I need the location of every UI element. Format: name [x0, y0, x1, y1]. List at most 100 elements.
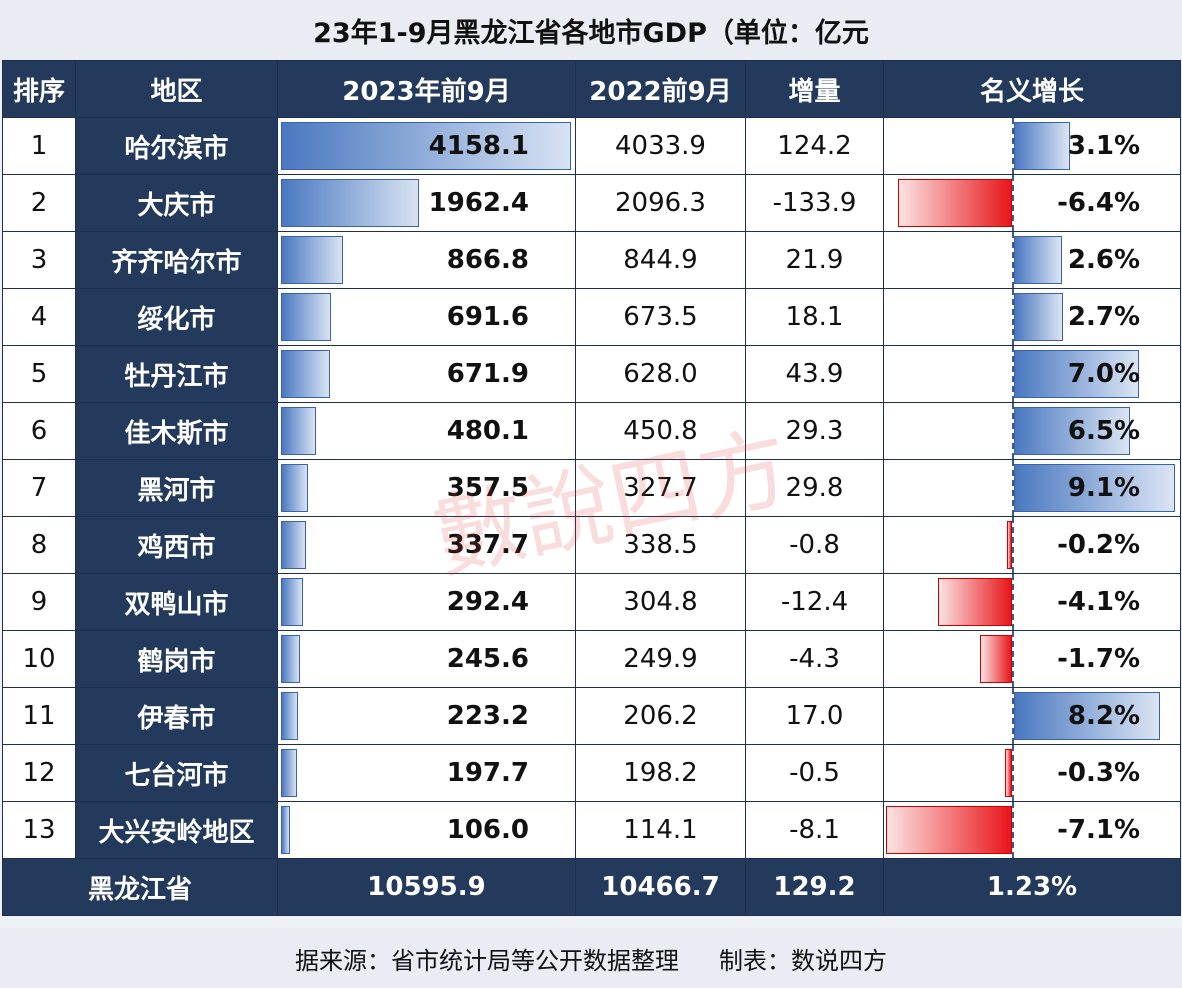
region-cell: 黑河市 [75, 459, 278, 517]
rank-cell: 12 [2, 744, 76, 802]
total-2023: 10595.9 [277, 858, 576, 916]
yoy-axis [1012, 802, 1014, 858]
region-cell: 大庆市 [75, 174, 278, 232]
yoy-bar [1004, 749, 1012, 797]
yoy-value: -4.1% [1057, 587, 1140, 617]
yoy-cell: 8.2% [883, 687, 1181, 745]
yoy-bar [885, 806, 1012, 854]
total-region: 黑龙江省 [2, 858, 278, 916]
gdp-bar [281, 293, 331, 341]
region-cell: 绥化市 [75, 288, 278, 346]
yoy-axis [1012, 346, 1014, 402]
gdp-2023-cell: 1962.4 [277, 174, 576, 232]
gdp-bar [281, 749, 297, 797]
region-cell: 齐齐哈尔市 [75, 231, 278, 289]
table-title: 23年1-9月黑龙江省各地市GDP（单位：亿元 [0, 0, 1182, 60]
increase-cell: -0.8 [745, 516, 884, 574]
yoy-cell: -0.2% [883, 516, 1181, 574]
source-text: 据来源：省市统计局等公开数据整理 [295, 946, 679, 975]
gdp-2022-cell: 198.2 [575, 744, 746, 802]
yoy-axis [1012, 403, 1014, 459]
yoy-axis [1012, 688, 1014, 744]
gdp-2023-value: 197.7 [446, 758, 529, 788]
maker-text: 制表：数说四方 [719, 946, 887, 975]
gdp-2022-cell: 249.9 [575, 630, 746, 688]
region-cell: 大兴安岭地区 [75, 801, 278, 859]
yoy-cell: -1.7% [883, 630, 1181, 688]
gdp-2023-cell: 866.8 [277, 231, 576, 289]
gdp-bar [281, 179, 419, 227]
yoy-bar [1006, 521, 1012, 569]
gdp-2022-cell: 304.8 [575, 573, 746, 631]
gdp-2023-value: 4158.1 [428, 131, 529, 161]
header-2023: 2023年前9月 [277, 60, 576, 118]
yoy-axis [1012, 175, 1014, 231]
gdp-2023-cell: 357.5 [277, 459, 576, 517]
table-row: 1 哈尔滨市 4158.1 4033.9 124.2 3.1% [2, 117, 1181, 175]
increase-cell: 124.2 [745, 117, 884, 175]
table-row: 11 伊春市 223.2 206.2 17.0 8.2% [2, 687, 1181, 745]
gdp-2023-value: 223.2 [446, 701, 529, 731]
region-cell: 哈尔滨市 [75, 117, 278, 175]
yoy-axis [1012, 232, 1014, 288]
table-row: 7 黑河市 357.5 327.7 29.8 9.1% [2, 459, 1181, 517]
gdp-2023-cell: 4158.1 [277, 117, 576, 175]
yoy-axis [1012, 574, 1014, 630]
yoy-cell: 3.1% [883, 117, 1181, 175]
rank-cell: 13 [2, 801, 76, 859]
gdp-2022-cell: 114.1 [575, 801, 746, 859]
gdp-bar [281, 521, 307, 569]
gdp-bar [281, 464, 308, 512]
gdp-2023-value: 357.5 [446, 473, 529, 503]
yoy-bar [1014, 293, 1064, 341]
total-increase: 129.2 [745, 858, 884, 916]
gdp-2022-cell: 2096.3 [575, 174, 746, 232]
gdp-2023-value: 1962.4 [428, 188, 529, 218]
region-cell: 牡丹江市 [75, 345, 278, 403]
rank-cell: 3 [2, 231, 76, 289]
rank-cell: 9 [2, 573, 76, 631]
gdp-2022-cell: 450.8 [575, 402, 746, 460]
yoy-value: 9.1% [1067, 473, 1140, 503]
increase-cell: -4.3 [745, 630, 884, 688]
gdp-2023-cell: 245.6 [277, 630, 576, 688]
yoy-value: 3.1% [1067, 131, 1140, 161]
gdp-2023-cell: 292.4 [277, 573, 576, 631]
yoy-bar [980, 635, 1012, 683]
table-row: 10 鹤岗市 245.6 249.9 -4.3 -1.7% [2, 630, 1181, 688]
yoy-cell: -6.4% [883, 174, 1181, 232]
rank-cell: 7 [2, 459, 76, 517]
increase-cell: 29.3 [745, 402, 884, 460]
gdp-bar [281, 407, 317, 455]
table-row: 8 鸡西市 337.7 338.5 -0.8 -0.2% [2, 516, 1181, 574]
gdp-table: 排序 地区 2023年前9月 2022前9月 增量 名义增长 1 哈尔滨市 41… [2, 60, 1181, 916]
yoy-cell: 7.0% [883, 345, 1181, 403]
increase-cell: 29.8 [745, 459, 884, 517]
rank-cell: 5 [2, 345, 76, 403]
yoy-value: 6.5% [1067, 416, 1140, 446]
yoy-axis [1012, 460, 1014, 516]
gdp-2022-cell: 327.7 [575, 459, 746, 517]
increase-cell: 17.0 [745, 687, 884, 745]
increase-cell: -8.1 [745, 801, 884, 859]
yoy-axis [1012, 517, 1014, 573]
gdp-2023-value: 480.1 [446, 416, 529, 446]
yoy-value: -1.7% [1057, 644, 1140, 674]
total-yoy: 1.23% [883, 858, 1181, 916]
yoy-cell: 2.7% [883, 288, 1181, 346]
yoy-value: 8.2% [1067, 701, 1140, 731]
table-row: 2 大庆市 1962.4 2096.3 -133.9 -6.4% [2, 174, 1181, 232]
rank-cell: 11 [2, 687, 76, 745]
gdp-2023-value: 691.6 [446, 302, 529, 332]
yoy-cell: 6.5% [883, 402, 1181, 460]
yoy-bar [1014, 122, 1071, 170]
gdp-2023-value: 106.0 [446, 815, 529, 845]
header-yoy: 名义增长 [883, 60, 1181, 118]
gdp-2022-cell: 628.0 [575, 345, 746, 403]
gdp-2023-cell: 691.6 [277, 288, 576, 346]
gdp-2022-cell: 844.9 [575, 231, 746, 289]
region-cell: 鸡西市 [75, 516, 278, 574]
gdp-2023-value: 245.6 [446, 644, 529, 674]
gdp-2023-value: 292.4 [446, 587, 529, 617]
yoy-bar [1014, 464, 1176, 512]
